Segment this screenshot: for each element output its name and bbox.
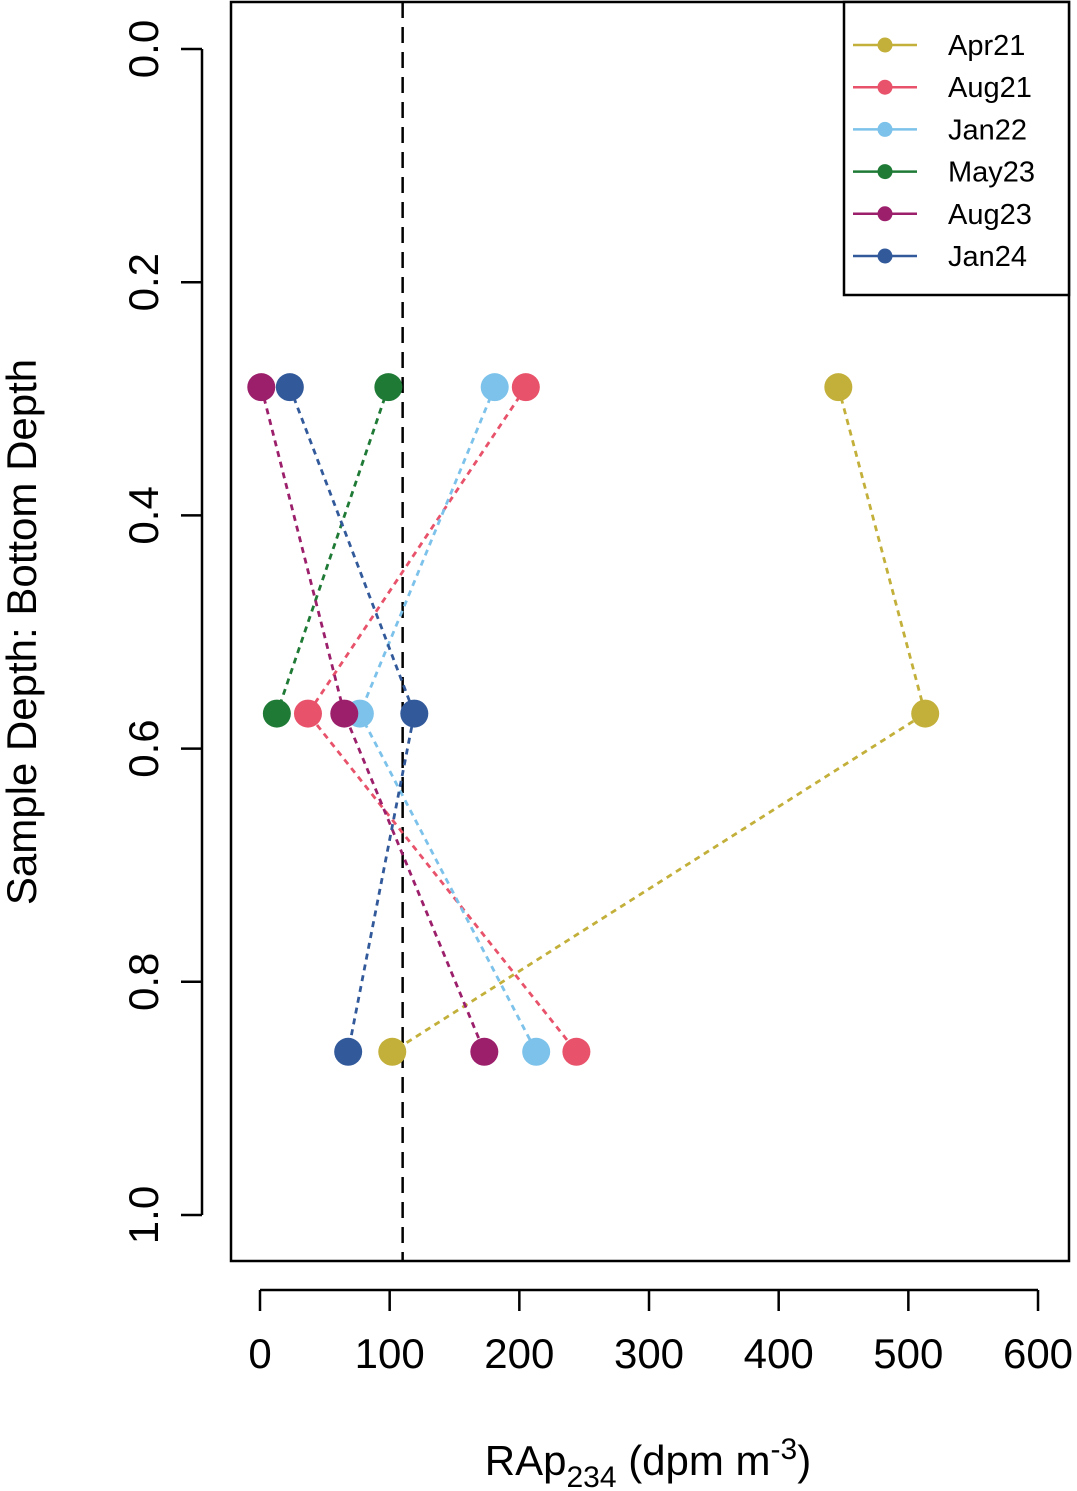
legend-label-aug21: Aug21 [948,72,1032,104]
x-tick-label: 0 [248,1330,271,1377]
data-point-aug21 [511,373,540,402]
data-point-aug21 [293,699,322,728]
data-point-jan24 [334,1037,363,1066]
data-point-aug21 [562,1037,591,1066]
x-axis-title-subscript: 234 [566,1461,616,1491]
legend-marker-may23 [877,164,893,180]
y-axis-title: Sample Depth: Bottom Depth [0,359,45,905]
data-point-apr21 [911,699,940,728]
x-tick-label: 500 [873,1330,943,1377]
data-point-aug23 [330,699,359,728]
legend-label-aug23: Aug23 [948,199,1032,231]
x-axis-title: RAp234 (dpm m-3) [485,1433,811,1491]
y-tick-label: 0.8 [120,953,167,1011]
data-point-aug23 [470,1037,499,1066]
x-tick-label: 200 [484,1330,554,1377]
y-tick-label: 0.0 [120,20,167,78]
legend: Apr21 Aug21 Jan22 May23 Aug23 Jan24 [842,0,1071,297]
x-axis-title-main: RAp [485,1437,567,1484]
series-line-jan22 [358,386,538,1053]
x-tick-label: 300 [614,1330,684,1377]
legend-marker-jan22 [877,121,893,137]
series-line-aug23 [259,386,486,1053]
x-axis-title-unit-close: ) [797,1437,811,1484]
series-line-apr21 [391,386,927,1053]
plot-frame [229,0,1071,1263]
y-tick-label: 0.6 [120,719,167,777]
data-point-aug23 [247,373,276,402]
x-tick-label: 100 [355,1330,425,1377]
y-tick-label: 0.4 [120,486,167,544]
x-axis: 0 100 200 300 400 500 600 [248,1288,1073,1377]
y-axis: 0.0 0.2 0.4 0.6 0.8 1.0 [120,20,204,1244]
data-point-jan22 [522,1037,551,1066]
y-tick-label: 0.2 [120,253,167,311]
data-point-jan24 [275,373,304,402]
x-tick-label: 600 [1003,1330,1073,1377]
legend-label-may23: May23 [948,157,1035,189]
legend-label-jan22: Jan22 [948,114,1027,146]
legend-marker-aug21 [877,79,893,95]
data-point-may23 [262,699,291,728]
data-point-jan24 [400,699,429,728]
data-point-may23 [374,373,403,402]
data-point-jan22 [480,373,509,402]
y-tick-label: 1.0 [120,1186,167,1244]
x-axis-title-unit: (dpm m [617,1437,771,1484]
legend-marker-aug23 [877,206,893,222]
series-line-may23 [275,386,390,715]
data-point-apr21 [378,1037,407,1066]
legend-marker-jan24 [877,248,893,264]
legend-label-apr21: Apr21 [948,30,1025,62]
legend-marker-apr21 [877,37,893,53]
x-axis-title-unit-superscript: -3 [771,1433,798,1466]
data-point-apr21 [824,373,853,402]
series-points [247,373,940,1066]
x-tick-label: 400 [744,1330,814,1377]
legend-label-jan24: Jan24 [948,241,1027,273]
